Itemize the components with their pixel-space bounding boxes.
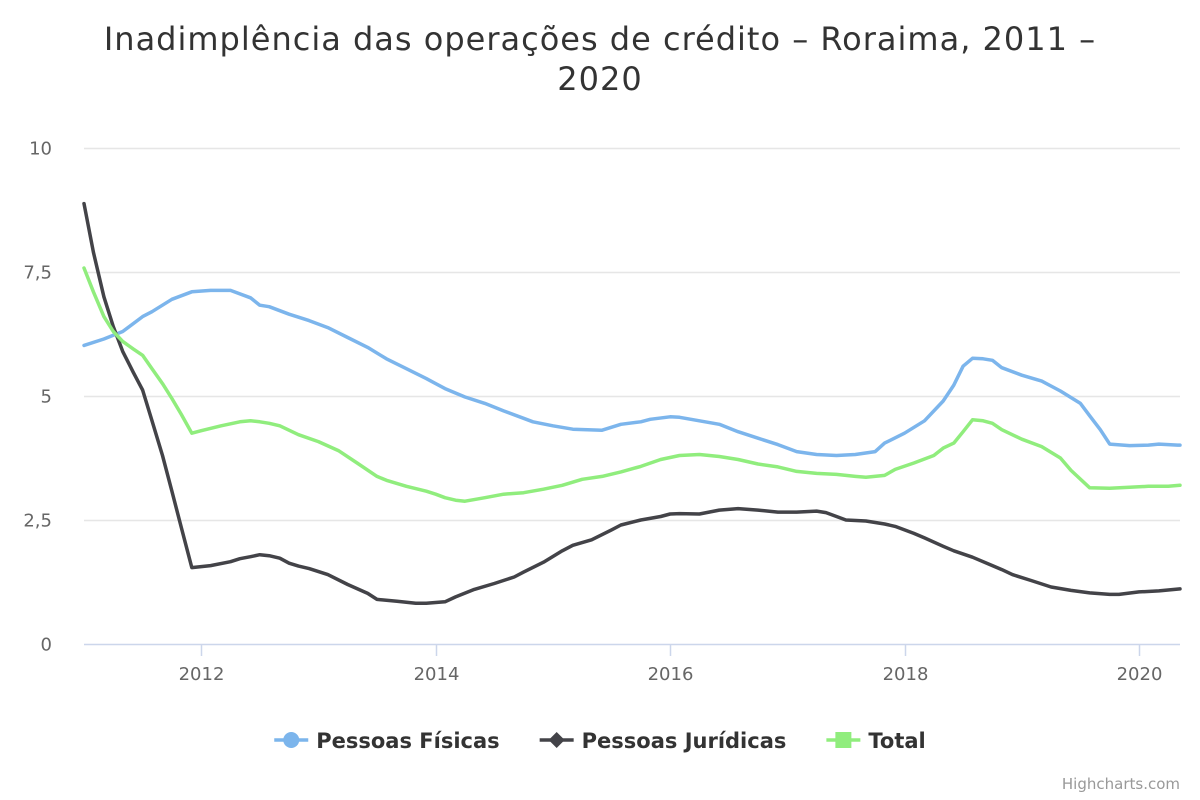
legend[interactable]: Pessoas Físicas Pessoas Jurídicas Total (274, 729, 926, 753)
x-tick-label: 2020 (1117, 664, 1163, 685)
chart-title-line-1: Inadimplência das operações de crédito –… (104, 20, 1096, 58)
x-tick-label: 2014 (414, 664, 460, 685)
legend-label: Total (868, 729, 925, 753)
legend-item[interactable]: Pessoas Físicas (274, 729, 500, 753)
series-line-2[interactable] (82, 201, 1182, 606)
legend-marker-circle-icon (283, 732, 300, 748)
y-tick-label: 7,5 (23, 263, 52, 284)
y-gridlines (84, 147, 1180, 522)
legend-marker-diamond-icon (548, 732, 565, 748)
series-lines (82, 201, 1182, 606)
x-tick-label: 2016 (648, 664, 694, 685)
legend-item[interactable]: Pessoas Jurídicas (539, 729, 787, 753)
y-tick-label: 0 (41, 635, 52, 656)
y-tick-label: 5 (41, 387, 52, 408)
legend-marker-square-icon (835, 732, 852, 748)
x-tick-label: 2018 (883, 664, 929, 685)
series-line-1[interactable] (82, 288, 1182, 458)
y-axis-tick-labels: 0 2,5 5 7,5 10 (23, 139, 52, 656)
legend-label: Pessoas Físicas (316, 729, 499, 753)
credits-link[interactable]: Highcharts.com (1062, 775, 1180, 793)
y-tick-label: 10 (29, 139, 52, 160)
y-tick-label: 2,5 (23, 511, 52, 532)
chart-title-line-2: 2020 (557, 60, 642, 98)
series-line-3[interactable] (82, 266, 1182, 503)
legend-item[interactable]: Total (826, 729, 926, 753)
x-tick-label: 2012 (179, 664, 225, 685)
x-axis: 2012 2014 2016 2018 2020 (84, 643, 1180, 685)
legend-label: Pessoas Jurídicas (582, 729, 787, 753)
